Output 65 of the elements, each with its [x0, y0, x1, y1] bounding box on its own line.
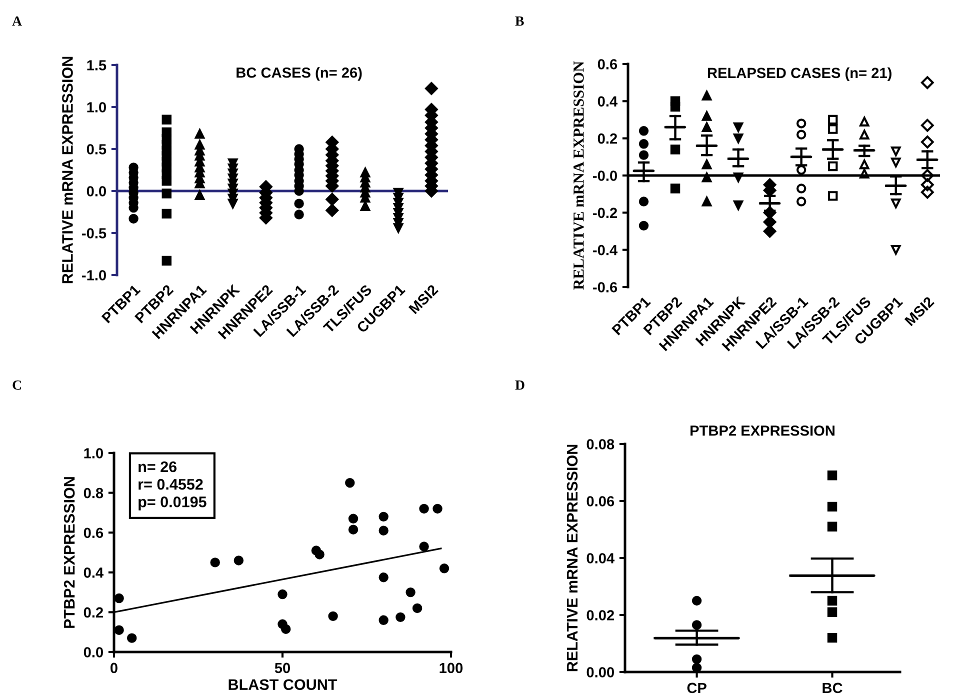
y-tick-label: 0.2 — [84, 607, 103, 618]
y-tick-label: 0.2 — [598, 133, 617, 144]
chart-title: PTBP2 EXPRESSION — [690, 425, 834, 436]
point — [378, 572, 388, 582]
x-axis-title: BLAST COUNT — [228, 679, 338, 690]
y-tick-label: 0.8 — [84, 488, 104, 498]
chart-title: RELAPSED CASES (n= 21) — [708, 67, 892, 81]
point — [419, 504, 429, 514]
y-tick-label: 0.08 — [586, 439, 614, 450]
chart-title: BC CASES (n= 26) — [236, 67, 362, 81]
text: B — [515, 16, 524, 26]
y-tick-label: -0.2 — [593, 208, 617, 218]
y-tick-label: -0.0 — [593, 170, 617, 181]
y-axis-title: PTBP2 EXPRESSION — [64, 477, 75, 628]
annotation: n= 26 r= 0.4552 p= 0.0195 — [138, 461, 206, 510]
y-tick-label: 0.6 — [84, 528, 104, 538]
point — [126, 633, 137, 643]
text: A — [12, 16, 22, 26]
y-tick-label: -1.0 — [82, 270, 106, 280]
y-axis-title: RELATIVE mRNA EXPRESSION — [62, 56, 73, 284]
point — [328, 611, 338, 622]
point — [234, 556, 244, 566]
y-tick-label: 1.5 — [87, 60, 106, 70]
x-tick-label: CP — [687, 682, 706, 694]
y-tick-label: 0.0 — [86, 186, 106, 196]
x-tick-label: 0 — [110, 662, 118, 674]
point — [114, 625, 124, 635]
point — [345, 478, 355, 488]
y-tick-label: 0.6 — [598, 59, 618, 70]
point — [378, 526, 388, 536]
point — [406, 587, 416, 598]
point — [412, 603, 422, 614]
y-tick-label: 0.06 — [586, 496, 614, 506]
point — [378, 615, 388, 626]
y-tick-label: -0.4 — [593, 244, 618, 256]
point — [348, 514, 358, 524]
y-tick-label: -0.5 — [82, 228, 106, 238]
point — [281, 624, 291, 634]
x-tick-label: 50 — [274, 662, 290, 674]
point — [419, 542, 429, 552]
y-tick-label: 1.0 — [84, 448, 103, 458]
x-tick-label: 100 — [440, 662, 463, 674]
point — [210, 558, 220, 568]
y-tick-label: 1.0 — [87, 102, 106, 112]
text: C — [12, 380, 21, 390]
point — [348, 524, 358, 534]
point — [378, 512, 388, 522]
point — [314, 550, 324, 560]
y-tick-label: 0.04 — [586, 553, 615, 564]
y-tick-label: 0.00 — [586, 667, 614, 678]
y-axis-title: RELATIVE mRNA EXPRESSION — [574, 61, 584, 290]
point — [439, 564, 450, 574]
y-tick-label: 0.02 — [586, 610, 614, 620]
point — [432, 504, 442, 514]
y-tick-label: 0.5 — [86, 144, 106, 154]
y-tick-label: 0.4 — [598, 96, 618, 107]
text: D — [515, 380, 524, 390]
point — [396, 612, 406, 622]
point — [278, 589, 288, 600]
y-tick-label: 0.0 — [84, 647, 103, 658]
x-tick-label: BC — [822, 682, 842, 694]
point — [114, 593, 124, 604]
y-tick-label: 0.4 — [84, 568, 104, 578]
y-axis-title: RELATIVE mRNA EXPRESSION — [566, 444, 578, 672]
y-tick-label: -0.6 — [593, 282, 618, 292]
